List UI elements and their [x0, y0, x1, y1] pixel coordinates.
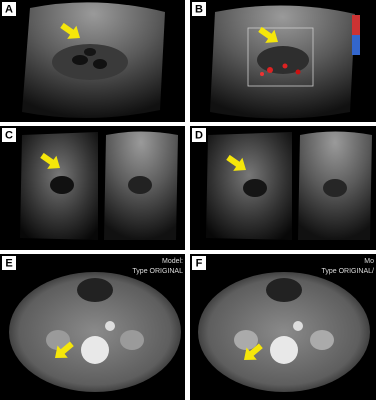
ct-text: Type ORIGINAL/ [321, 268, 374, 275]
panel-label: B [195, 3, 203, 15]
panel-label: F [196, 257, 203, 269]
panel-label: D [195, 129, 203, 141]
ct-text: Mo [364, 258, 374, 265]
panel-b: B [190, 0, 376, 122]
panel-a: A [0, 0, 185, 122]
panel-label: A [5, 3, 13, 15]
panel-e: Model: Type ORIGINAL E [0, 254, 185, 400]
ct-text: Type ORIGINAL [132, 268, 183, 275]
panel-c: C [0, 126, 185, 250]
panel-d: D [190, 126, 376, 250]
panel-f: Mo Type ORIGINAL/ F [190, 254, 376, 400]
panel-label: E [5, 257, 12, 269]
ct-text: Model: [162, 258, 183, 265]
panel-label: C [5, 129, 13, 141]
